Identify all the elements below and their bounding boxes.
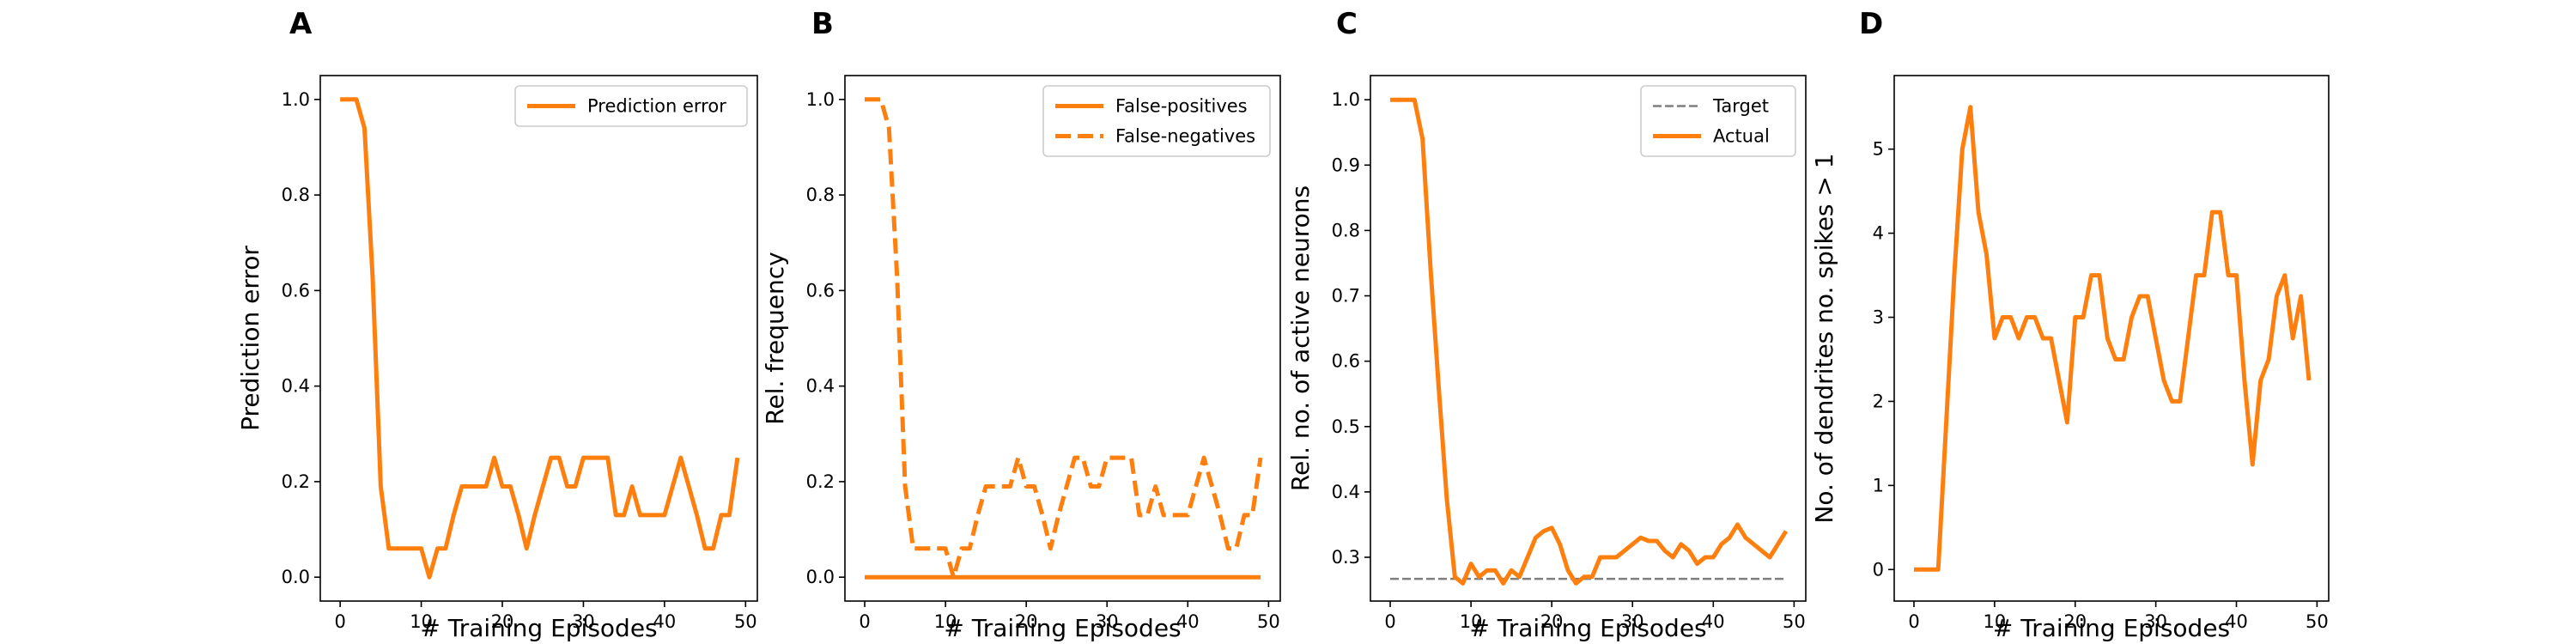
x-tick-label: 20	[1015, 611, 1038, 632]
y-tick-label: 0.3	[1332, 547, 1360, 568]
y-tick-label: 0.4	[806, 376, 835, 397]
x-tick-label: 40	[1702, 611, 1725, 632]
y-tick-label: 0.6	[282, 280, 310, 301]
x-tick-label: 40	[1176, 611, 1200, 632]
x-tick-label: 30	[1621, 611, 1644, 632]
y-tick-label: 3	[1873, 307, 1884, 328]
legend: Prediction error	[514, 85, 748, 127]
y-tick-label: 0	[1873, 559, 1884, 580]
x-tick-label: 50	[2306, 611, 2329, 632]
legend: False-positives False-negatives	[1042, 85, 1271, 157]
x-axis-label: # Training Episodes	[1993, 614, 2230, 642]
legend-box	[1042, 85, 1271, 157]
x-tick-label: 10	[1460, 611, 1483, 632]
y-tick-label: 0.0	[282, 567, 310, 587]
x-tick-label: 50	[1783, 611, 1806, 632]
axes-frame	[1370, 75, 1807, 602]
panel-b: B 0 10 20 30 40 50 0.0 0.2 0.4 0.6 0.8 1.0 # Trainin…	[761, 7, 1281, 642]
y-tick-label: 1.0	[282, 89, 310, 110]
y-tick-label: 1.0	[806, 89, 835, 110]
panel-letter-c: C	[1336, 7, 1358, 41]
x-tick-label: 20	[491, 611, 514, 632]
legend: Target Actual	[1640, 85, 1796, 157]
y-axis-label: Rel. no. of active neurons	[1286, 185, 1315, 491]
y-tick-label: 0.8	[806, 185, 835, 205]
y-tick-label: 0.2	[806, 471, 835, 492]
x-axis-label: # Training Episodes	[420, 614, 657, 642]
x-tick-label: 10	[1984, 611, 2007, 632]
y-tick-label: 0.0	[806, 567, 835, 587]
x-tick-label: 30	[1096, 611, 1119, 632]
data-series-line	[1914, 105, 2312, 572]
actual-series-line	[1390, 97, 1789, 586]
y-tick-label: 4	[1873, 223, 1884, 244]
x-tick-label: 30	[2144, 611, 2167, 632]
legend-label: False-negatives	[1115, 126, 1255, 147]
x-tick-label: 0	[334, 611, 345, 632]
x-tick-label: 50	[1257, 611, 1280, 632]
y-tick-label: 0.6	[1332, 351, 1360, 372]
y-axis-label: Prediction error	[236, 246, 264, 431]
y-tick-label: 0.7	[1332, 286, 1360, 307]
y-tick-label: 5	[1873, 139, 1884, 160]
x-tick-label: 0	[1384, 611, 1395, 632]
y-tick-label: 0.9	[1332, 155, 1360, 175]
y-tick-label: 0.4	[1332, 482, 1360, 502]
y-tick-label: 2	[1873, 391, 1884, 411]
x-axis-label: # Training Episodes	[1469, 614, 1706, 642]
x-tick-label: 0	[1908, 611, 1919, 632]
panel-a: A 0 10 20 30 40 50 0.0 0.2 0.4 0.6 0.8 1.0 # Trainin…	[236, 7, 758, 642]
panel-letter-a: A	[289, 7, 313, 41]
axes-frame	[319, 75, 758, 602]
x-tick-label: 20	[1540, 611, 1564, 632]
y-axis-label: No. of dendrites no. spikes > 1	[1810, 153, 1838, 523]
x-axis-label: # Training Episodes	[944, 614, 1181, 642]
legend-box	[1640, 85, 1796, 157]
x-tick-label: 40	[653, 611, 677, 632]
y-tick-label: 0.8	[282, 185, 310, 205]
y-tick-label: 1	[1873, 475, 1884, 495]
y-axis-label: Rel. frequency	[761, 252, 789, 424]
prediction-error-series-line	[340, 97, 740, 580]
x-tick-label: 20	[2063, 611, 2087, 632]
x-tick-label: 0	[859, 611, 870, 632]
y-tick-label: 1.0	[1332, 89, 1360, 110]
x-tick-label: 10	[934, 611, 957, 632]
x-tick-label: 40	[2225, 611, 2248, 632]
x-tick-label: 10	[410, 611, 433, 632]
panel-letter-b: B	[811, 7, 834, 41]
x-tick-label: 50	[734, 611, 757, 632]
y-tick-label: 0.5	[1332, 416, 1360, 437]
legend-label: Prediction error	[587, 96, 726, 117]
panel-letter-d: D	[1859, 7, 1883, 41]
legend-label: Target	[1712, 96, 1769, 117]
legend-box	[514, 85, 748, 127]
y-tick-label: 0.2	[282, 471, 310, 492]
y-tick-label: 0.4	[282, 376, 310, 397]
x-tick-label: 30	[572, 611, 595, 632]
legend-label: Actual	[1713, 126, 1770, 147]
false-negatives-series-line	[865, 97, 1263, 580]
legend-label: False-positives	[1115, 96, 1248, 117]
y-tick-label: 0.6	[806, 280, 835, 301]
axes-frame	[1893, 75, 2330, 602]
axes-frame	[844, 75, 1281, 602]
panel-c: C 0 10 20 30 40 50 0.3 0.4 0.5 0.6 0.7 0.8 0.9 1.0 # T…	[1286, 7, 1807, 642]
y-tick-label: 0.8	[1332, 220, 1360, 240]
panel-d: D 0 10 20 30 40 50 0 1 2 3 4 5 # Training Episodes No…	[1810, 7, 2330, 642]
